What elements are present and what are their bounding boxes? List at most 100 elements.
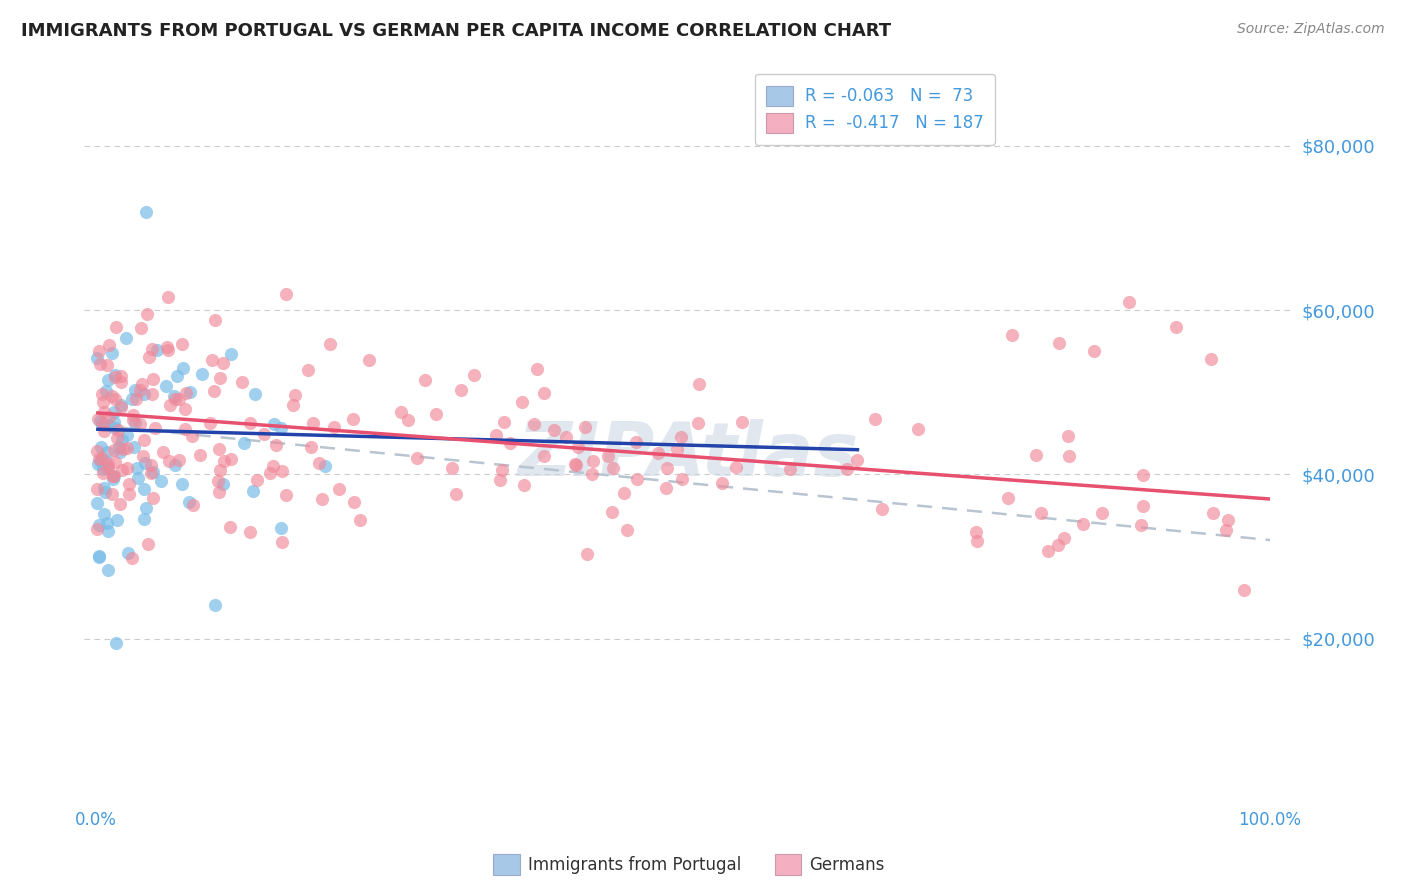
Point [208, 442, 231, 457]
Point [283, 398, 305, 412]
Point [170, 477, 193, 491]
Point [104, 421, 127, 435]
Point [86, 522, 108, 536]
Point [110, 368, 132, 383]
Point [127, 461, 149, 475]
Point [86, 482, 108, 496]
Point [870, 502, 893, 516]
Point [179, 385, 201, 400]
Point [132, 434, 155, 448]
Point [163, 458, 186, 472]
Point [731, 415, 754, 429]
Point [97, 373, 120, 387]
Point [101, 468, 124, 483]
Point [219, 347, 242, 361]
Point [262, 458, 284, 473]
Point [440, 460, 463, 475]
Point [96, 516, 118, 530]
Point [181, 429, 204, 443]
Point [122, 441, 145, 455]
Point [322, 419, 344, 434]
Point [1057, 429, 1080, 443]
Point [1001, 327, 1024, 342]
Point [533, 449, 555, 463]
Point [122, 413, 145, 427]
Point [111, 442, 134, 456]
Point [492, 415, 515, 429]
Point [209, 370, 232, 384]
Point [219, 452, 242, 467]
Point [121, 392, 143, 406]
Point [491, 462, 513, 476]
Point [202, 384, 225, 398]
Point [124, 383, 146, 397]
Point [115, 331, 138, 345]
Point [105, 513, 128, 527]
Point [555, 430, 578, 444]
Point [132, 449, 155, 463]
Point [131, 377, 153, 392]
Point [152, 445, 174, 459]
Point [156, 340, 179, 354]
Point [104, 455, 127, 469]
Text: ZIPAtlas: ZIPAtlas [519, 419, 859, 492]
Point [142, 491, 165, 505]
Point [359, 352, 381, 367]
Point [104, 319, 127, 334]
Point [271, 464, 294, 478]
Point [103, 405, 125, 419]
Point [600, 505, 623, 519]
Point [308, 456, 330, 470]
Point [212, 356, 235, 370]
Point [174, 402, 197, 417]
Point [510, 395, 533, 409]
Point [101, 469, 124, 483]
Point [104, 636, 127, 650]
Point [565, 458, 588, 472]
Point [463, 368, 485, 382]
Point [1233, 582, 1256, 597]
Point [93, 424, 115, 438]
Point [484, 428, 506, 442]
Point [115, 441, 138, 455]
Point [270, 421, 292, 435]
Point [533, 386, 555, 401]
Point [134, 500, 156, 515]
Point [125, 392, 148, 406]
Point [97, 563, 120, 577]
Point [163, 392, 186, 406]
Point [499, 436, 522, 450]
Point [655, 461, 678, 475]
Point [89, 414, 111, 428]
Point [97, 337, 120, 351]
Point [489, 474, 512, 488]
Point [846, 453, 869, 467]
Point [647, 446, 669, 460]
Point [264, 438, 287, 452]
Point [115, 428, 138, 442]
Point [688, 377, 710, 392]
Point [104, 369, 127, 384]
Point [188, 448, 211, 462]
Point [93, 507, 115, 521]
Point [349, 513, 371, 527]
Point [104, 368, 127, 383]
Point [127, 471, 149, 485]
Point [204, 313, 226, 327]
Point [299, 440, 322, 454]
Point [543, 423, 565, 437]
Point [319, 337, 342, 351]
Point [138, 536, 160, 550]
Point [231, 375, 253, 389]
Point [1215, 523, 1237, 537]
Point [1083, 344, 1105, 359]
Point [191, 367, 214, 381]
Point [1202, 506, 1225, 520]
Point [90, 387, 112, 401]
Point [132, 482, 155, 496]
Point [271, 534, 294, 549]
Point [208, 463, 231, 477]
Point [136, 307, 159, 321]
Point [389, 405, 412, 419]
Point [87, 344, 110, 359]
